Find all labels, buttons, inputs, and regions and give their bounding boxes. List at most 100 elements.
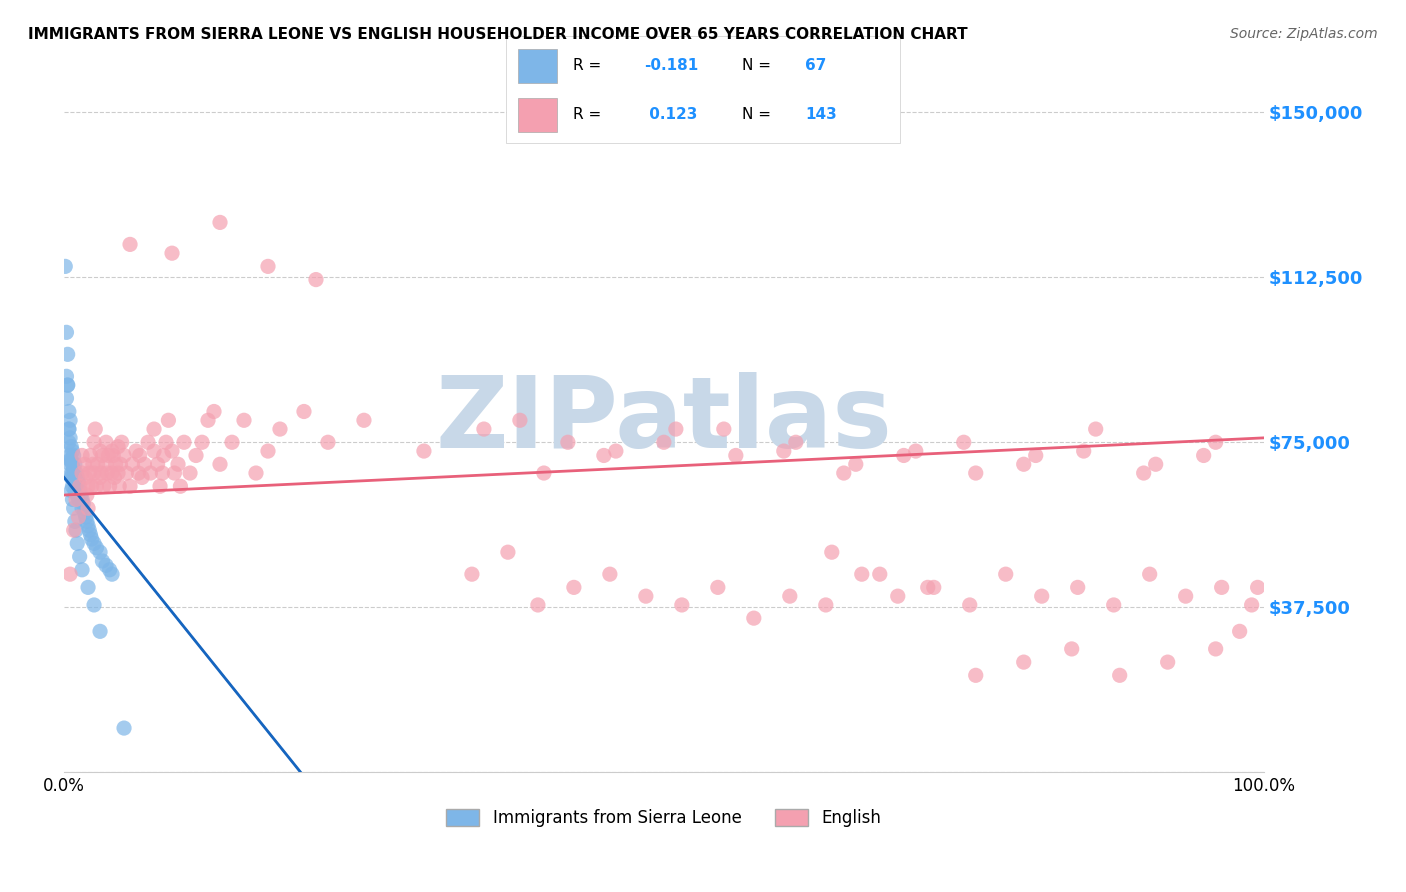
Point (904, 444, 927, 458)
Point (91, 449, 114, 463)
Point (233, 413, 256, 427)
Point (197, 413, 219, 427)
Point (1084, 422, 1107, 436)
Point (89, 624, 111, 639)
Point (60, 440, 83, 454)
Point (245, 466, 267, 480)
Point (91, 554, 114, 568)
Point (1246, 580, 1268, 594)
Point (62, 501, 84, 516)
Point (605, 444, 627, 458)
Point (60, 470, 83, 484)
Point (67, 492, 90, 507)
Point (97, 449, 120, 463)
Point (1012, 655, 1035, 669)
Point (163, 466, 186, 480)
Point (59, 457, 82, 471)
Point (257, 260, 280, 274)
Point (509, 413, 531, 427)
Point (86, 479, 108, 493)
Point (62, 449, 84, 463)
Point (149, 479, 172, 493)
Point (1025, 449, 1047, 463)
Text: 143: 143 (806, 107, 837, 122)
Text: IMMIGRANTS FROM SIERRA LEONE VS ENGLISH HOUSEHOLDER INCOME OVER 65 YEARS CORRELA: IMMIGRANTS FROM SIERRA LEONE VS ENGLISH … (28, 27, 967, 42)
Point (1102, 598, 1125, 612)
Text: R =: R = (574, 107, 606, 122)
Point (160, 246, 183, 260)
Point (1192, 449, 1215, 463)
Point (112, 449, 135, 463)
Point (101, 466, 124, 480)
Point (134, 457, 156, 471)
Point (59, 431, 82, 445)
Point (160, 444, 183, 458)
Point (83, 598, 105, 612)
FancyBboxPatch shape (517, 48, 557, 83)
Point (599, 567, 621, 582)
Point (1174, 589, 1197, 603)
Point (305, 272, 328, 286)
Point (221, 435, 243, 450)
Point (110, 457, 132, 471)
Point (101, 444, 124, 458)
Point (851, 567, 873, 582)
Point (60, 466, 83, 480)
Point (965, 466, 987, 480)
Point (125, 444, 148, 458)
Point (63, 457, 86, 471)
Point (89, 470, 111, 484)
Point (118, 479, 141, 493)
Point (69, 483, 91, 498)
Point (191, 435, 214, 450)
Point (922, 580, 945, 594)
Point (58, 435, 80, 450)
Point (893, 449, 915, 463)
Point (66, 488, 89, 502)
Point (62, 470, 84, 484)
Point (70, 563, 93, 577)
Point (496, 545, 519, 559)
Point (1205, 642, 1227, 657)
Legend: Immigrants from Sierra Leone, English: Immigrants from Sierra Leone, English (440, 803, 889, 834)
Point (77, 518, 100, 533)
Point (86, 541, 108, 555)
Point (152, 466, 174, 480)
Point (832, 466, 855, 480)
Point (98, 479, 121, 493)
Point (94, 457, 117, 471)
Point (413, 444, 436, 458)
Point (269, 422, 291, 436)
Point (665, 422, 688, 436)
Point (527, 598, 550, 612)
Point (82, 457, 104, 471)
Point (157, 413, 180, 427)
Point (127, 466, 149, 480)
Text: N =: N = (742, 107, 776, 122)
Point (173, 435, 195, 450)
Point (60, 453, 83, 467)
Point (845, 457, 868, 471)
Point (461, 567, 484, 582)
Point (94, 435, 117, 450)
Point (1060, 642, 1083, 657)
Point (1132, 466, 1154, 480)
Point (121, 457, 143, 471)
Text: N =: N = (742, 58, 776, 73)
Point (94, 558, 117, 573)
Point (994, 567, 1017, 582)
Point (55, 326, 77, 340)
Point (143, 444, 166, 458)
Point (917, 580, 939, 594)
Point (724, 449, 747, 463)
Point (62, 444, 84, 458)
Point (772, 444, 794, 458)
Point (69, 479, 91, 493)
Point (65, 479, 87, 493)
Text: -0.181: -0.181 (644, 58, 699, 73)
Point (86, 457, 108, 471)
Point (96, 466, 118, 480)
Point (652, 435, 675, 450)
Point (139, 466, 162, 480)
Point (90, 466, 112, 480)
